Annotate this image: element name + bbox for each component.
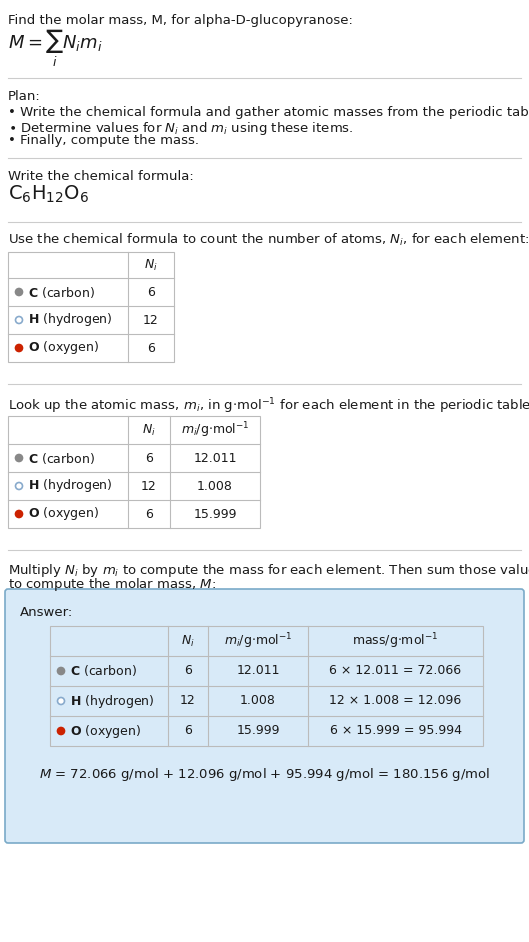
Text: $\mathbf{C}$ (carbon): $\mathbf{C}$ (carbon): [70, 663, 137, 678]
Text: 6: 6: [145, 451, 153, 464]
Text: • Finally, compute the mass.: • Finally, compute the mass.: [8, 134, 199, 147]
Circle shape: [15, 345, 23, 351]
Text: $\bullet$ Determine values for $N_i$ and $m_i$ using these items.: $\bullet$ Determine values for $N_i$ and…: [8, 120, 353, 137]
Text: Find the molar mass, M, for alpha-D-glucopyranose:: Find the molar mass, M, for alpha-D-gluc…: [8, 14, 353, 27]
Text: to compute the molar mass, $M$:: to compute the molar mass, $M$:: [8, 576, 216, 593]
Text: 6: 6: [147, 285, 155, 299]
Circle shape: [58, 697, 65, 705]
Text: $\mathbf{H}$ (hydrogen): $\mathbf{H}$ (hydrogen): [28, 312, 113, 329]
Text: 6 × 15.999 = 95.994: 6 × 15.999 = 95.994: [330, 724, 461, 738]
Text: Write the chemical formula:: Write the chemical formula:: [8, 170, 194, 183]
Text: $m_i$/g$\cdot$mol$^{-1}$: $m_i$/g$\cdot$mol$^{-1}$: [181, 420, 249, 440]
Text: 12.011: 12.011: [236, 664, 280, 677]
Text: $\mathbf{H}$ (hydrogen): $\mathbf{H}$ (hydrogen): [70, 692, 154, 709]
Circle shape: [15, 317, 23, 323]
Text: 6 × 12.011 = 72.066: 6 × 12.011 = 72.066: [330, 664, 462, 677]
Text: 6: 6: [184, 724, 192, 738]
Text: 15.999: 15.999: [193, 508, 237, 521]
Text: Multiply $N_i$ by $m_i$ to compute the mass for each element. Then sum those val: Multiply $N_i$ by $m_i$ to compute the m…: [8, 562, 529, 579]
Bar: [50, 626, 483, 746]
Bar: [8, 252, 174, 362]
Text: $M$ = 72.066 g/mol + 12.096 g/mol + 95.994 g/mol = 180.156 g/mol: $M$ = 72.066 g/mol + 12.096 g/mol + 95.9…: [39, 766, 490, 783]
Text: $N_i$: $N_i$: [181, 633, 195, 648]
Circle shape: [58, 727, 65, 735]
Text: • Write the chemical formula and gather atomic masses from the periodic table.: • Write the chemical formula and gather …: [8, 106, 529, 119]
Circle shape: [15, 511, 23, 517]
Text: 12: 12: [141, 479, 157, 493]
Text: Look up the atomic mass, $m_i$, in g$\cdot$mol$^{-1}$ for each element in the pe: Look up the atomic mass, $m_i$, in g$\cd…: [8, 396, 529, 415]
FancyBboxPatch shape: [5, 589, 524, 843]
Text: 6: 6: [145, 508, 153, 521]
Text: 12: 12: [180, 694, 196, 707]
Text: $\mathbf{H}$ (hydrogen): $\mathbf{H}$ (hydrogen): [28, 478, 113, 495]
Text: 6: 6: [184, 664, 192, 677]
Text: $\mathbf{O}$ (oxygen): $\mathbf{O}$ (oxygen): [28, 506, 99, 523]
Text: 12.011: 12.011: [193, 451, 237, 464]
Text: $\mathbf{O}$ (oxygen): $\mathbf{O}$ (oxygen): [28, 339, 99, 356]
Text: $N_i$: $N_i$: [144, 257, 158, 272]
Text: $N_i$: $N_i$: [142, 422, 156, 437]
Text: 12 × 1.008 = 12.096: 12 × 1.008 = 12.096: [330, 694, 462, 707]
Text: $\mathbf{O}$ (oxygen): $\mathbf{O}$ (oxygen): [70, 723, 141, 739]
Bar: [8, 416, 260, 528]
Text: 1.008: 1.008: [240, 694, 276, 707]
Circle shape: [15, 454, 23, 462]
Circle shape: [58, 668, 65, 674]
Circle shape: [15, 482, 23, 490]
Text: $\mathbf{C}$ (carbon): $\mathbf{C}$ (carbon): [28, 450, 95, 465]
Text: Use the chemical formula to count the number of atoms, $N_i$, for each element:: Use the chemical formula to count the nu…: [8, 232, 529, 248]
Text: Plan:: Plan:: [8, 90, 41, 103]
Text: $m_i$/g$\cdot$mol$^{-1}$: $m_i$/g$\cdot$mol$^{-1}$: [224, 631, 293, 651]
Text: Answer:: Answer:: [20, 606, 73, 619]
Text: $\mathbf{C}$ (carbon): $\mathbf{C}$ (carbon): [28, 284, 95, 300]
Text: $M = \sum_i N_i m_i$: $M = \sum_i N_i m_i$: [8, 28, 103, 69]
Text: mass/g$\cdot$mol$^{-1}$: mass/g$\cdot$mol$^{-1}$: [352, 631, 439, 651]
Text: $\mathrm{C_6H_{12}O_6}$: $\mathrm{C_6H_{12}O_6}$: [8, 184, 89, 205]
Text: 1.008: 1.008: [197, 479, 233, 493]
Text: 15.999: 15.999: [236, 724, 280, 738]
Circle shape: [15, 288, 23, 296]
Text: 6: 6: [147, 342, 155, 354]
Text: 12: 12: [143, 314, 159, 327]
